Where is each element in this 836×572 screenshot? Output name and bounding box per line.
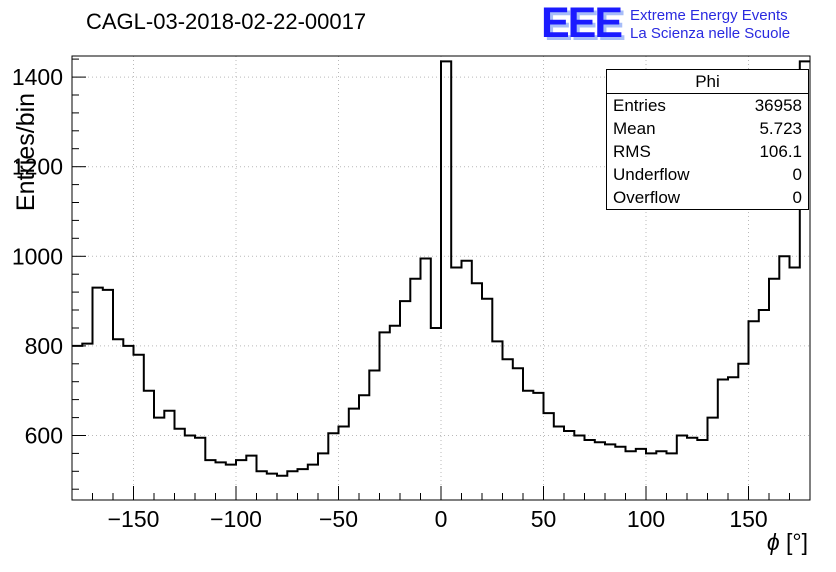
stats-label: RMS xyxy=(613,142,651,161)
y-tick-label: 600 xyxy=(25,423,63,449)
stats-row-underflow: Underflow 0 xyxy=(607,163,808,186)
stats-label: Underflow xyxy=(613,165,690,184)
stats-value: 36958 xyxy=(754,96,802,115)
x-axis-units: [°] xyxy=(779,529,808,555)
x-tick-label: 0 xyxy=(435,506,448,532)
x-axis-title: ϕ [°] xyxy=(767,529,808,556)
plot-title: CAGL-03-2018-02-22-00017 xyxy=(86,9,367,34)
y-axis-title: Entries/bin xyxy=(12,92,40,212)
eee-logo-taglines: Extreme Energy Events La Scienza nelle S… xyxy=(630,7,790,43)
eee-logo-tagline-1: Extreme Energy Events xyxy=(630,7,788,24)
eee-logo: EEE Extreme Energy Events La Scienza nel… xyxy=(541,0,790,46)
y-tick-label: 1400 xyxy=(12,64,63,90)
stats-row-overflow: Overflow 0 xyxy=(607,186,808,209)
histogram-line xyxy=(72,60,810,477)
stats-value: 0 xyxy=(792,188,802,207)
stats-label: Overflow xyxy=(613,188,681,207)
x-tick-label: −150 xyxy=(108,506,160,532)
stats-row-entries: Entries 36958 xyxy=(607,94,808,117)
y-tick-label: 800 xyxy=(25,333,63,359)
stats-label: Entries xyxy=(613,96,666,115)
stats-value: 5.723 xyxy=(759,119,802,138)
x-tick-label: 100 xyxy=(627,506,665,532)
eee-logo-text: EEE xyxy=(541,0,623,47)
plot-frame xyxy=(71,55,811,501)
eee-logo-tagline-2: La Scienza nelle Scuole xyxy=(630,25,791,42)
stats-row-rms: RMS 106.1 xyxy=(607,140,808,163)
stats-box: Phi Entries 36958 Mean 5.723 RMS 106.1 U… xyxy=(606,69,809,210)
x-tick-label: 50 xyxy=(531,506,557,532)
stats-row-mean: Mean 5.723 xyxy=(607,117,808,140)
x-tick-label: −100 xyxy=(210,506,262,532)
stats-value: 0 xyxy=(792,165,802,184)
stats-label: Mean xyxy=(613,119,656,138)
stats-value: 106.1 xyxy=(759,142,802,161)
phi-symbol: ϕ xyxy=(766,529,780,555)
y-tick-label: 1000 xyxy=(12,243,63,269)
x-tick-label: 150 xyxy=(729,506,767,532)
stats-title: Phi xyxy=(607,70,808,94)
y-tick-label: 1200 xyxy=(12,154,63,180)
x-tick-label: −50 xyxy=(319,506,358,532)
